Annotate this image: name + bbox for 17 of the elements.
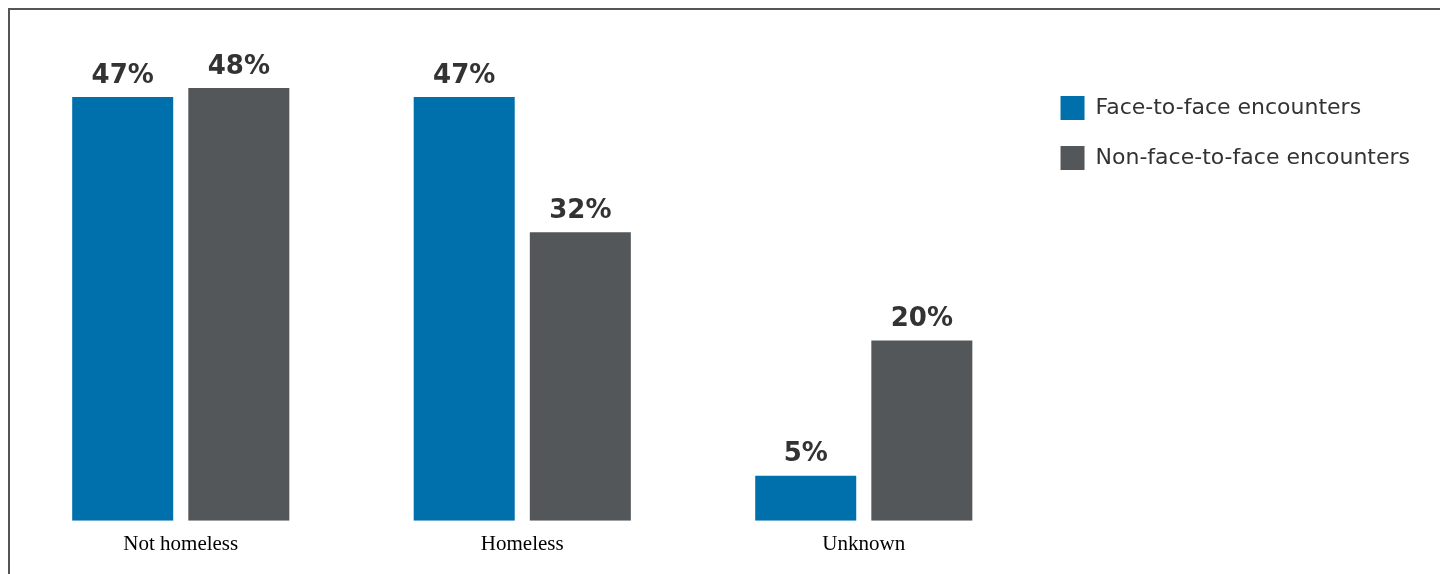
bar	[529, 232, 631, 521]
legend-label: Face-to-face encounters	[1095, 93, 1362, 119]
bar	[755, 475, 857, 521]
bar	[188, 88, 290, 521]
data-label: 47%	[433, 58, 496, 89]
data-label: 5%	[783, 437, 828, 468]
bar	[72, 97, 174, 521]
bar	[871, 340, 973, 521]
x-tick-label: Not homeless	[123, 530, 239, 555]
data-label: 48%	[207, 49, 270, 80]
bar	[413, 97, 515, 521]
x-tick-label: Unknown	[822, 530, 906, 555]
x-tick-label: Homeless	[480, 530, 564, 555]
legend-label: Non-face-to-face encounters	[1095, 143, 1410, 169]
data-label: 47%	[91, 58, 154, 89]
data-label: 20%	[890, 302, 953, 333]
data-label: 32%	[549, 194, 612, 225]
